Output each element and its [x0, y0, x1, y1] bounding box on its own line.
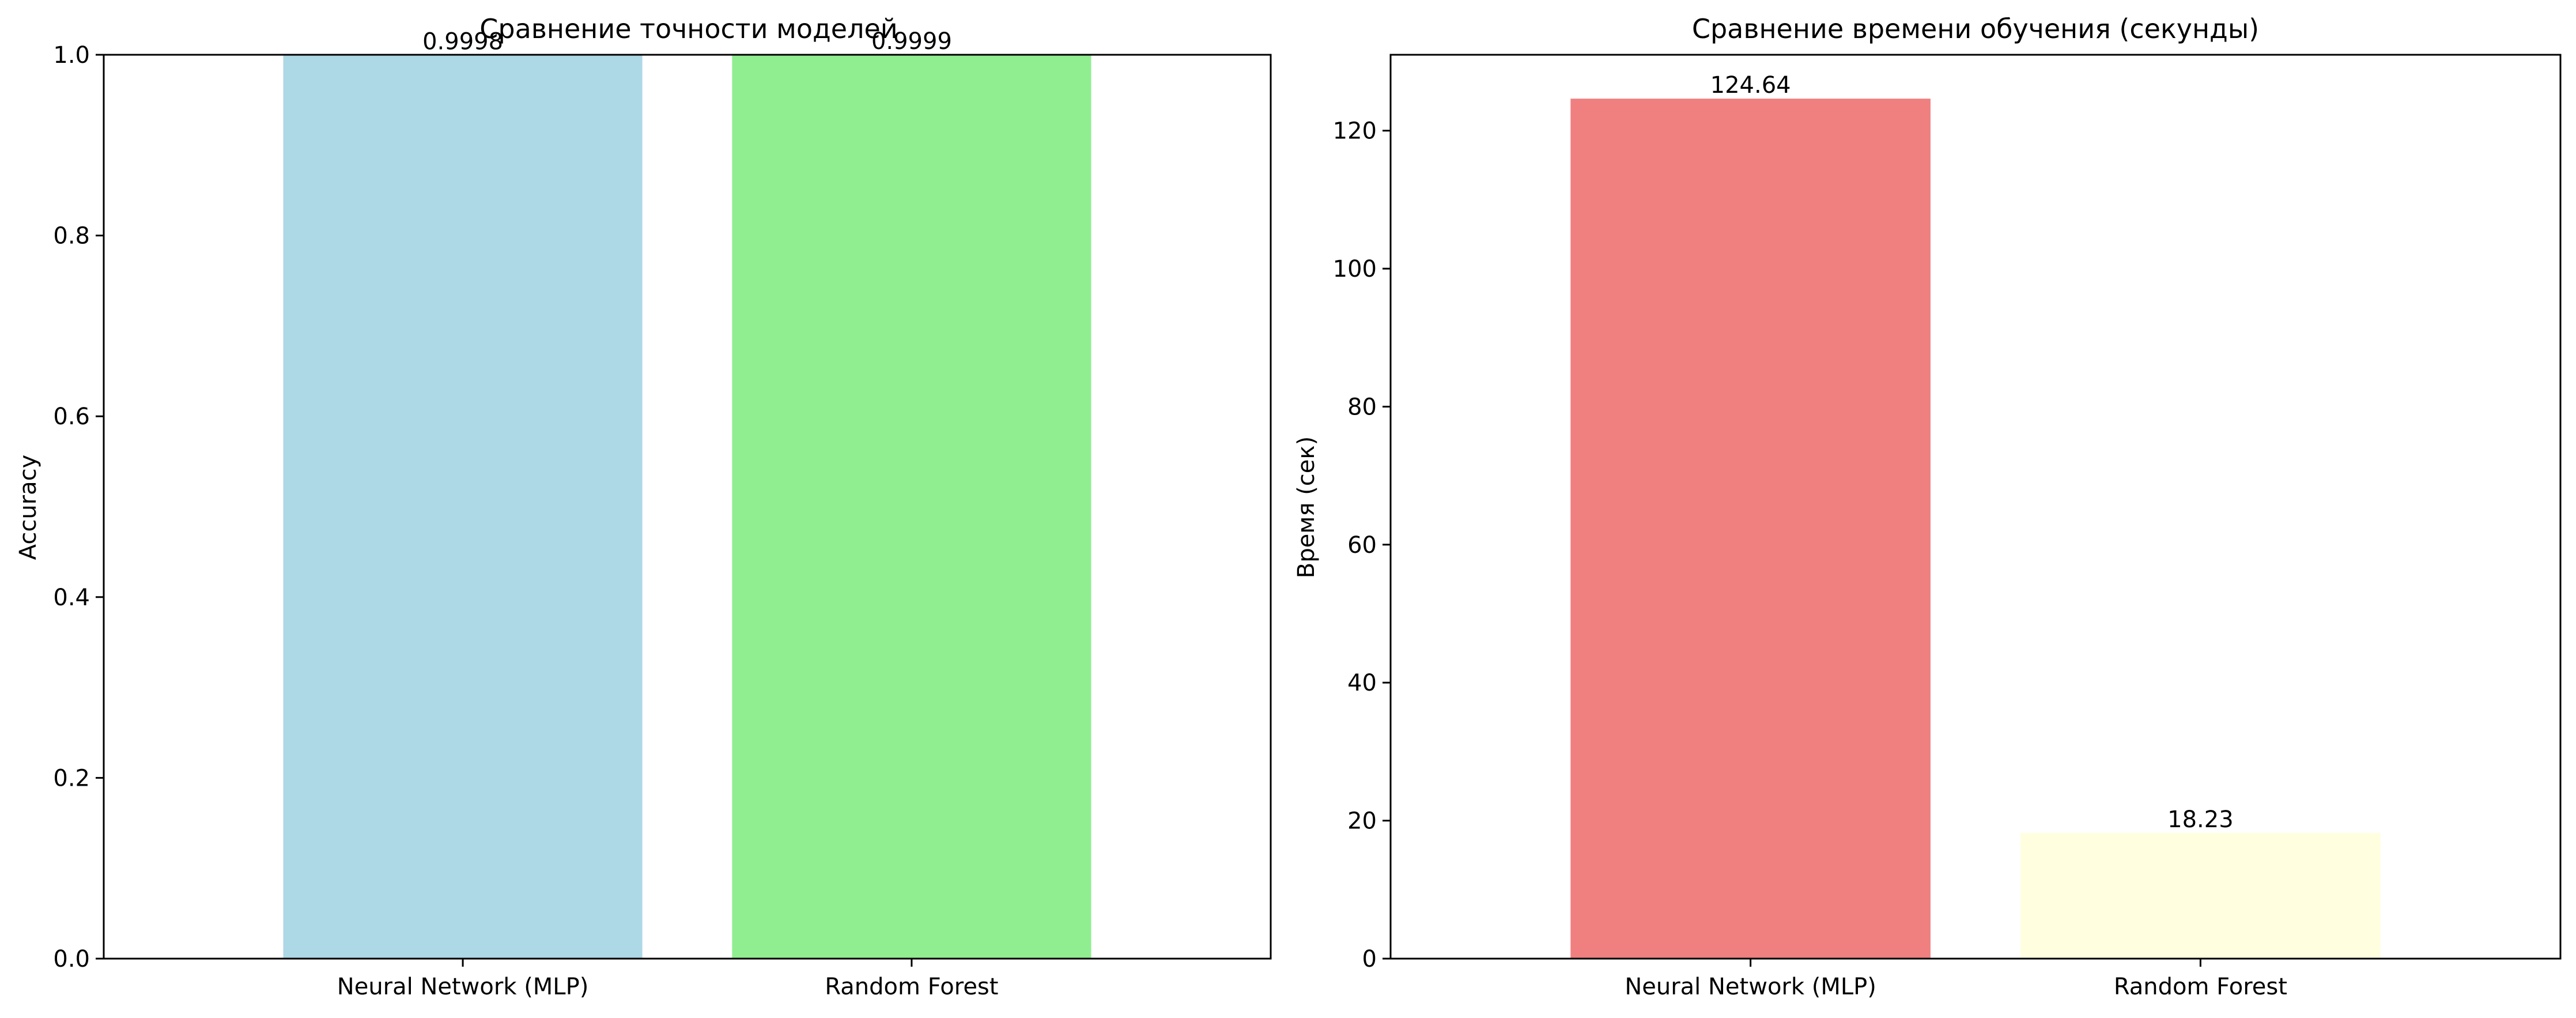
x-tick-label-0: Neural Network (MLP) [337, 974, 589, 1000]
data-label-0: 124.64 [1710, 72, 1791, 99]
bar-0 [1570, 99, 1931, 959]
y-tick-label-2: 0.4 [53, 585, 90, 611]
x-axis-ticks: Neural Network (MLP) Random Forest [337, 959, 998, 1000]
x-tick-label-1: Random Forest [2114, 974, 2287, 1000]
x-tick-label-0: Neural Network (MLP) [1625, 974, 1876, 1000]
data-label-0: 0.9998 [422, 28, 503, 55]
data-label-1: 0.9999 [871, 28, 952, 55]
y-tick-label-0: 0 [1362, 946, 1377, 972]
chart-title: Сравнение времени обучения (секунды) [1692, 13, 2259, 44]
training-time-chart: Сравнение времени обучения (секунды) Вре… [1293, 13, 2562, 1000]
y-axis-ticks: 0 20 40 60 80 100 120 [1333, 118, 1391, 972]
y-tick-label-5: 100 [1333, 256, 1377, 282]
y-tick-label-1: 20 [1347, 808, 1377, 835]
y-tick-label-4: 0.8 [53, 223, 90, 250]
bar-0 [283, 55, 643, 959]
chart-title: Сравнение точности моделей [479, 13, 897, 44]
data-label-1: 18.23 [2167, 806, 2234, 833]
y-tick-label-0: 0.0 [53, 946, 90, 972]
bar-1 [732, 55, 1091, 959]
y-axis-ticks: 0.0 0.2 0.4 0.6 0.8 1.0 [53, 42, 104, 972]
y-tick-label-1: 0.2 [53, 765, 90, 791]
y-tick-label-3: 60 [1347, 532, 1377, 559]
y-axis-label: Время (сек) [1293, 436, 1320, 578]
x-tick-label-1: Random Forest [825, 974, 998, 1000]
y-tick-label-4: 80 [1347, 394, 1377, 420]
y-tick-label-6: 120 [1333, 118, 1377, 145]
y-tick-label-3: 0.6 [53, 404, 90, 430]
bars: 0.9998 0.9999 [283, 28, 1091, 959]
axes-frame [1389, 54, 2562, 960]
y-axis-label: Accuracy [15, 455, 41, 560]
bar-1 [2020, 832, 2381, 959]
x-axis-ticks: Neural Network (MLP) Random Forest [1625, 959, 2287, 1000]
bars: 124.64 18.23 [1570, 72, 2381, 959]
axes-frame [103, 54, 1272, 960]
y-tick-label-5: 1.0 [53, 42, 90, 69]
accuracy-chart: Сравнение точности моделей Accuracy 0.99… [15, 13, 1272, 1000]
y-tick-label-2: 40 [1347, 670, 1377, 696]
